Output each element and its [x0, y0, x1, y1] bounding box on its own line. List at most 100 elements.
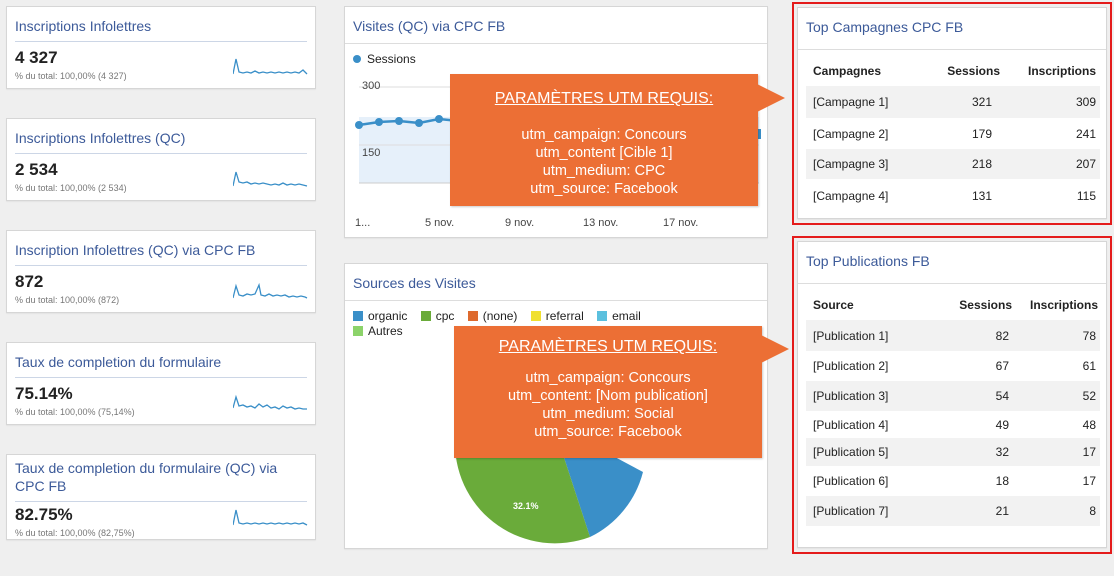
legend-label: (none) [482, 309, 518, 323]
y-tick-300: 300 [362, 80, 381, 92]
x-tick: 5 nov. [425, 217, 455, 229]
highlight-box [792, 2, 1112, 225]
table-row[interactable]: [Publication 2] 67 61 [806, 351, 1100, 381]
table-header-row: Source Sessions Inscriptions [806, 290, 1100, 320]
cell-sessions: 82 [995, 328, 1009, 343]
cell-campaign[interactable]: [Campagne 1] [813, 95, 889, 109]
legend-label: referral [545, 309, 584, 323]
pie-slice-cpc[interactable] [455, 434, 590, 544]
legend-item[interactable]: cpc [420, 309, 455, 324]
metric-card-1[interactable]: Inscriptions Infolettres 4 327 % du tota… [6, 6, 316, 89]
x-tick: 9 nov. [505, 217, 535, 229]
metric-subtext: % du total: 100,00% (75,14%) [15, 407, 135, 417]
swatch-icon [530, 311, 541, 321]
column-header[interactable]: Inscriptions [1027, 64, 1096, 78]
metric-card-5[interactable]: Taux de completion du formulaire (QC) vi… [6, 454, 316, 540]
cell-source[interactable]: [Publication 5] [813, 445, 889, 459]
metric-title[interactable]: Taux de completion du formulaire (QC) vi… [15, 455, 307, 502]
column-header[interactable]: Sessions [959, 298, 1012, 312]
callout-line: utm_source: Facebook [530, 181, 678, 197]
sparkline-chart [233, 282, 308, 299]
column-header[interactable]: Sessions [947, 64, 1000, 78]
legend-item[interactable]: (none) [467, 309, 518, 324]
x-tick: 17 nov. [663, 217, 699, 229]
cell-sessions: 18 [995, 474, 1009, 488]
table-title[interactable]: Top Campagnes CPC FB [798, 8, 1106, 50]
table-row[interactable]: [Publication 1] 82 78 [806, 320, 1100, 351]
pie-percent-label: 32.1% [513, 501, 539, 511]
cell-inscriptions: 17 [1082, 474, 1096, 488]
metric-card-2[interactable]: Inscriptions Infolettres (QC) 2 534 % du… [6, 118, 316, 201]
table-row[interactable]: [Campagne 3] 218 207 [806, 149, 1100, 179]
cell-sessions: 21 [995, 504, 1009, 518]
metric-value: 4 327 [15, 48, 58, 67]
table-row[interactable]: [Publication 4] 49 48 [806, 411, 1100, 438]
cell-source[interactable]: [Publication 6] [813, 474, 889, 488]
metric-card-3[interactable]: Inscription Infolettres (QC) via CPC FB … [6, 230, 316, 313]
table-row[interactable]: [Publication 7] 21 8 [806, 496, 1100, 526]
callout-heading: PARAMÈTRES UTM REQUIS: [498, 338, 718, 355]
cell-campaign[interactable]: [Campagne 4] [813, 189, 889, 203]
cell-sessions: 321 [971, 95, 992, 109]
cell-source[interactable]: [Publication 7] [813, 504, 889, 518]
swatch-icon [420, 311, 431, 321]
table-title[interactable]: Top Publications FB [798, 242, 1106, 284]
cell-source[interactable]: [Publication 1] [813, 328, 889, 343]
table-row[interactable]: [Campagne 2] 179 241 [806, 118, 1100, 149]
cell-source[interactable]: [Publication 4] [813, 417, 889, 432]
x-tick: 1... [355, 217, 371, 229]
cell-inscriptions: 61 [1082, 359, 1096, 373]
chart-title[interactable]: Visites (QC) via CPC FB [345, 7, 767, 44]
metric-subtext: % du total: 100,00% (872) [15, 295, 120, 305]
legend-item[interactable]: email [597, 309, 641, 324]
utm-callout-2: PARAMÈTRES UTM REQUIS: utm_campaign: Con… [454, 326, 762, 458]
campaigns-table-card: Top Campagnes CPC FB Campagnes Sessions … [797, 7, 1107, 219]
metric-title[interactable]: Taux de completion du formulaire [15, 343, 307, 378]
campaigns-table: Campagnes Sessions Inscriptions [Campagn… [806, 56, 1100, 213]
cell-inscriptions: 241 [1075, 126, 1096, 141]
table-row[interactable]: [Publication 3] 54 52 [806, 381, 1100, 411]
swatch-icon [353, 311, 363, 321]
legend-label: Autres [368, 324, 403, 338]
pie-slice-organic[interactable] [553, 434, 643, 537]
metric-value: 872 [15, 272, 44, 291]
column-header[interactable]: Source [813, 298, 854, 312]
y-tick-150: 150 [362, 147, 381, 159]
metric-title[interactable]: Inscription Infolettres (QC) via CPC FB [15, 231, 307, 266]
swatch-icon [467, 311, 478, 321]
callout-heading: PARAMÈTRES UTM REQUIS: [494, 90, 714, 107]
chart-legend: Sessions [345, 48, 767, 67]
callout-line: utm_content: [Nom publication] [508, 388, 708, 404]
legend-item[interactable]: Autres [353, 324, 403, 339]
legend-label: cpc [435, 309, 455, 323]
cell-campaign[interactable]: [Campagne 3] [813, 157, 889, 171]
legend-item[interactable]: referral [530, 309, 584, 324]
sources-pie-chart[interactable]: 32.1% [453, 434, 653, 544]
column-header[interactable]: Inscriptions [1029, 298, 1098, 312]
sparkline-chart [233, 394, 307, 410]
callout-arrow-icon [757, 84, 785, 112]
metric-title[interactable]: Inscriptions Infolettres (QC) [15, 119, 307, 154]
cell-source[interactable]: [Publication 2] [813, 359, 889, 373]
table-row[interactable]: [Publication 5] 32 17 [806, 438, 1100, 466]
metric-card-4[interactable]: Taux de completion du formulaire 75.14% … [6, 342, 316, 425]
cell-campaign[interactable]: [Campagne 2] [813, 126, 889, 141]
cell-sessions: 54 [995, 389, 1009, 403]
series-dot-icon [353, 55, 361, 63]
table-row[interactable]: [Campagne 4] 131 115 [806, 179, 1100, 213]
callout-line: utm_content [Cible 1] [535, 145, 673, 161]
callout-line: utm_source: Facebook [534, 424, 682, 440]
metric-title[interactable]: Inscriptions Infolettres [15, 7, 307, 42]
callout-line: utm_medium: CPC [542, 163, 666, 179]
column-header[interactable]: Campagnes [813, 64, 882, 78]
legend-item[interactable]: organic [353, 309, 407, 324]
table-row[interactable]: [Publication 6] 18 17 [806, 466, 1100, 496]
cell-inscriptions: 207 [1075, 157, 1096, 171]
cell-source[interactable]: [Publication 3] [813, 389, 889, 403]
metric-value: 82.75% [15, 505, 73, 524]
legend-label: email [612, 309, 641, 323]
chart-title[interactable]: Sources des Visites [345, 264, 767, 301]
table-row[interactable]: [Campagne 1] 321 309 [806, 86, 1100, 118]
utm-callout-1: PARAMÈTRES UTM REQUIS: utm_campaign: Con… [450, 74, 758, 206]
cell-inscriptions: 48 [1082, 417, 1096, 432]
